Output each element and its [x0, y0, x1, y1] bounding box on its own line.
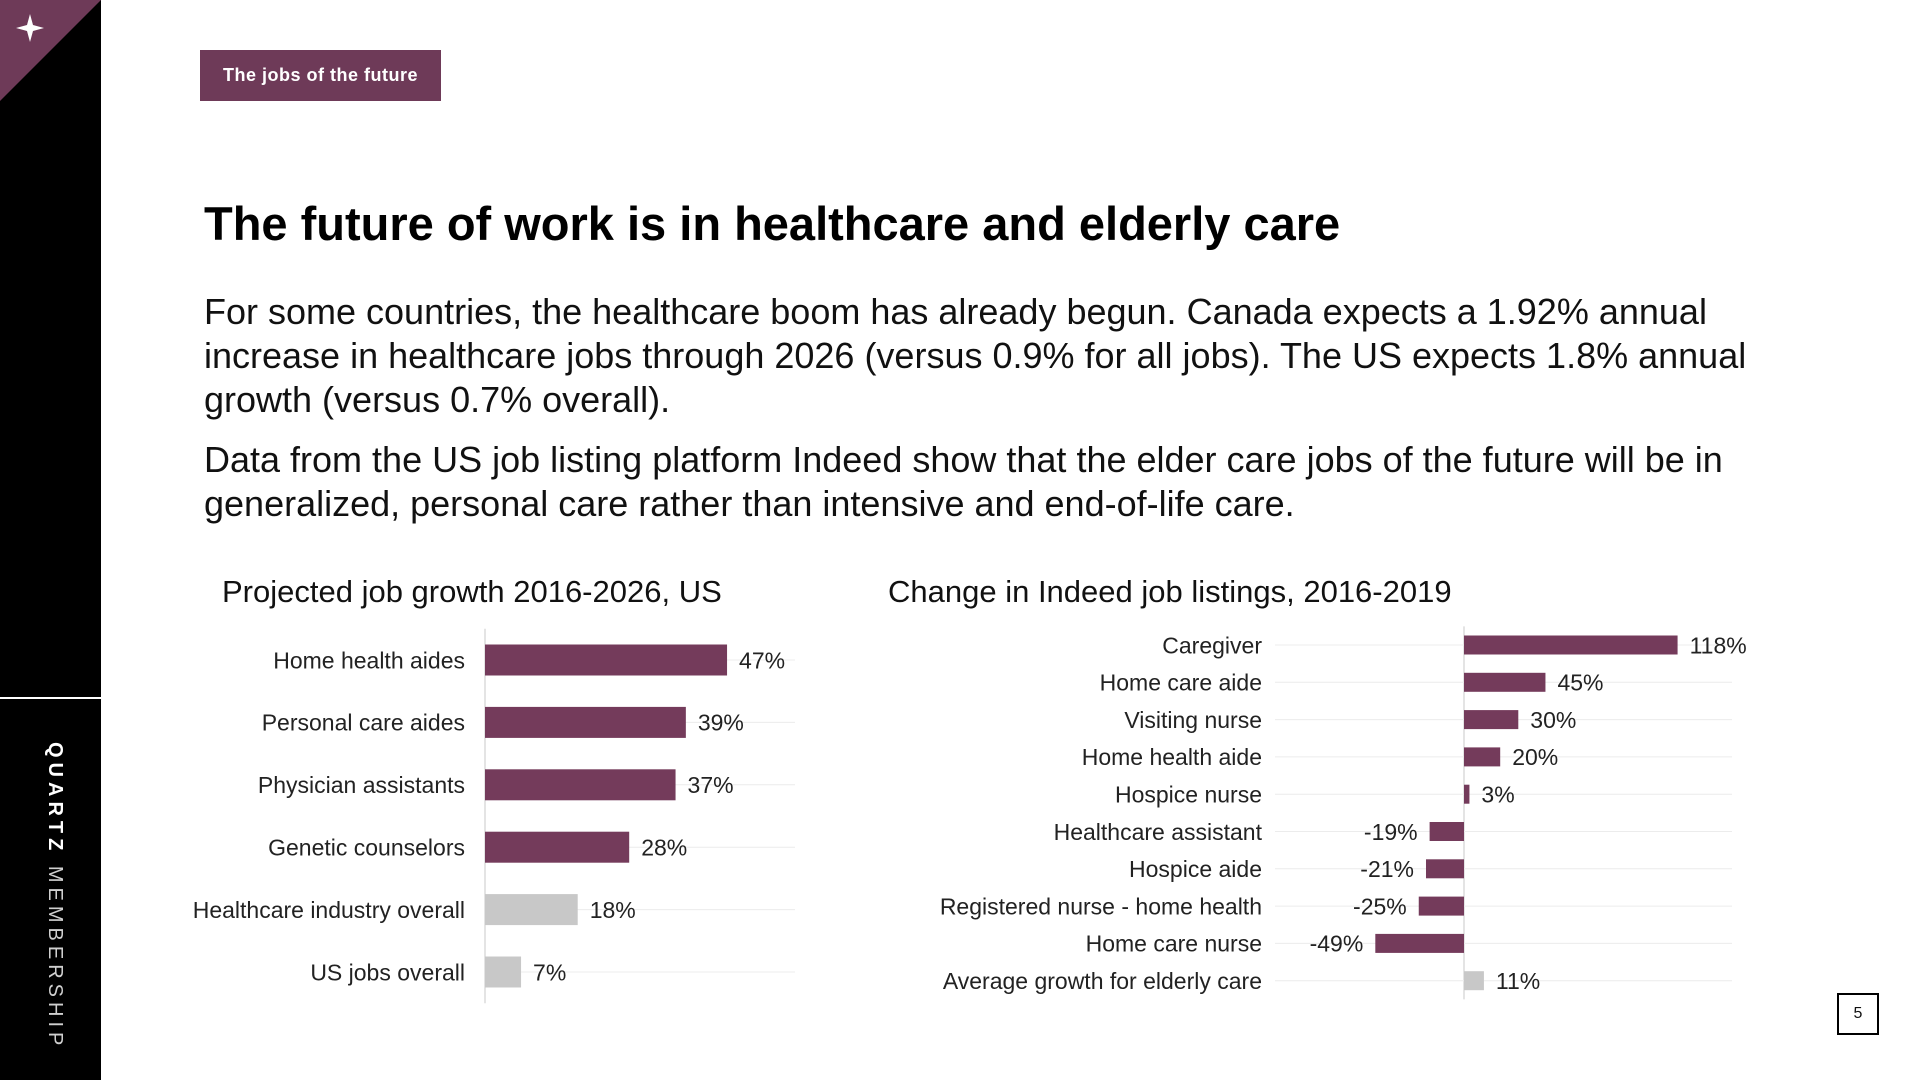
category-label: Caregiver	[1162, 632, 1262, 658]
brand-strong: QUARTZ	[44, 742, 66, 856]
category-label: Physician assistants	[258, 772, 465, 798]
value-label: 118%	[1690, 632, 1747, 658]
category-label: Average growth for elderly care	[943, 968, 1262, 994]
value-label: 45%	[1557, 670, 1603, 696]
value-label: 37%	[688, 772, 734, 798]
value-label: -25%	[1353, 893, 1407, 919]
value-label: 30%	[1530, 707, 1576, 733]
category-label: US jobs overall	[310, 959, 465, 985]
page-title: The future of work is in healthcare and …	[204, 197, 1341, 250]
bar	[485, 644, 728, 676]
category-label: Home health aide	[1082, 744, 1262, 770]
value-label: 7%	[533, 959, 566, 985]
sidebar-divider	[0, 697, 101, 699]
category-label: Genetic counselors	[268, 834, 465, 860]
value-label: -19%	[1364, 819, 1418, 845]
bar	[1464, 672, 1546, 692]
value-label: 18%	[590, 897, 636, 923]
bar	[1464, 747, 1501, 767]
value-label: 39%	[698, 710, 744, 736]
bar	[485, 831, 630, 863]
value-label: 28%	[641, 834, 687, 860]
category-label: Home health aides	[273, 647, 465, 673]
bar	[1418, 896, 1464, 916]
category-label: Hospice aide	[1129, 856, 1262, 882]
page-number: 5	[1837, 993, 1879, 1035]
bar	[1464, 710, 1519, 730]
value-label: 20%	[1512, 744, 1558, 770]
category-label: Hospice nurse	[1115, 781, 1262, 807]
chart2-title: Change in Indeed job listings, 2016-2019	[888, 574, 1452, 609]
category-label: Home care aide	[1100, 670, 1262, 696]
projected-growth-chart: Home health aides 47% Personal care aides 3…	[193, 628, 795, 1004]
category-label: Healthcare assistant	[1054, 819, 1263, 845]
value-label: 47%	[739, 647, 785, 673]
value-label: 11%	[1496, 968, 1540, 994]
category-label: Personal care aides	[262, 710, 465, 736]
intro-paragraph: For some countries, the healthcare boom …	[204, 291, 1747, 420]
sparkle-icon	[16, 14, 44, 42]
value-label: -21%	[1360, 856, 1414, 882]
bar	[1464, 784, 1470, 804]
bar	[1375, 933, 1464, 953]
bar	[485, 769, 676, 801]
chart1-title: Projected job growth 2016-2026, US	[222, 574, 722, 609]
category-label: Home care nurse	[1086, 931, 1262, 957]
category-label: Healthcare industry overall	[193, 897, 465, 923]
bar	[485, 956, 522, 988]
section-tag: The jobs of the future	[200, 50, 441, 101]
bar	[1425, 859, 1464, 879]
sidebar: QUARTZ MEMBERSHIP	[0, 0, 101, 1080]
value-label: 3%	[1481, 781, 1514, 807]
bar	[1429, 822, 1464, 841]
corner-accent	[0, 0, 101, 101]
bar	[485, 706, 686, 738]
bar	[1464, 635, 1678, 655]
brand-light: MEMBERSHIP	[44, 865, 66, 1051]
indeed-listings-chart: Caregiver 118% Home care aide 45% Visiting n…	[940, 626, 1747, 1000]
indeed-paragraph: Data from the US job listing platform In…	[204, 439, 1723, 524]
category-label: Registered nurse - home health	[940, 893, 1262, 919]
brand-wordmark: QUARTZ MEMBERSHIP	[36, 742, 66, 1050]
bar	[485, 894, 578, 926]
bar	[1464, 971, 1484, 991]
value-label: -49%	[1310, 931, 1364, 957]
category-label: Visiting nurse	[1124, 707, 1262, 733]
